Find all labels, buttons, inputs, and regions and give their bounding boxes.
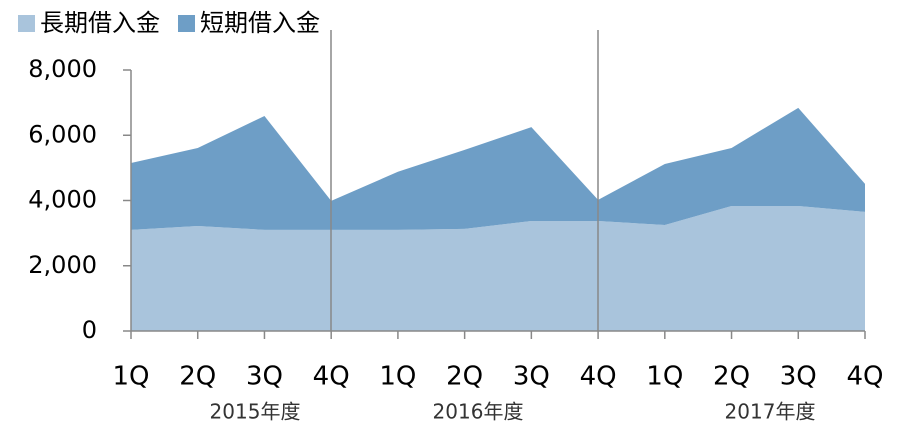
x-tick-label: 3Q — [246, 362, 283, 392]
x-tick-label: 2Q — [446, 362, 483, 392]
x-tick-label: 1Q — [379, 362, 416, 392]
x-tick-label: 4Q — [580, 362, 617, 392]
area — [131, 107, 865, 230]
y-tick-label: 8,000 — [28, 55, 97, 83]
group-label: 2016年度 — [433, 400, 524, 424]
x-tick-label: 3Q — [780, 362, 817, 392]
x-tick-label: 4Q — [846, 362, 883, 392]
group-label: 2015年度 — [210, 400, 301, 424]
x-tick-label: 3Q — [513, 362, 550, 392]
y-tick-label: 6,000 — [28, 120, 97, 148]
legend-label: 短期借入金 — [200, 9, 320, 37]
x-tick-label: 2Q — [713, 362, 750, 392]
group-label: 2017年度 — [725, 400, 816, 424]
x-tick-label: 1Q — [646, 362, 683, 392]
area — [131, 206, 865, 331]
x-tick-label: 1Q — [112, 362, 149, 392]
x-tick-label: 4Q — [313, 362, 350, 392]
y-tick-label: 0 — [82, 316, 97, 344]
x-tick-label: 2Q — [179, 362, 216, 392]
y-tick-label: 4,000 — [28, 186, 97, 214]
legend-swatch — [178, 15, 195, 32]
y-tick-label: 2,000 — [28, 251, 97, 279]
legend-label: 長期借入金 — [40, 9, 160, 37]
legend-swatch — [18, 15, 35, 32]
